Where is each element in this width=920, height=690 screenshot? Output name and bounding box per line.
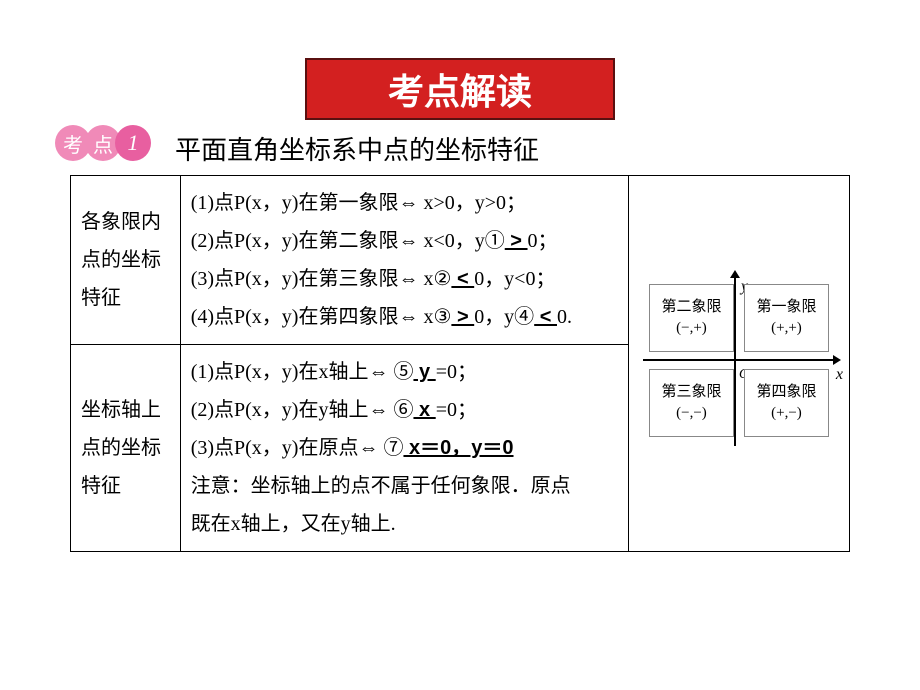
- quad-sign: (+,+): [771, 318, 802, 339]
- quad-sign: (−,−): [676, 403, 707, 424]
- content-line: 注意：坐标轴上的点不属于任何象限．原点: [191, 467, 618, 505]
- answer-blank: x＝0，y＝0: [403, 437, 513, 459]
- title-text: 考点解读: [388, 63, 532, 115]
- x-axis: [643, 359, 835, 361]
- text-pre: (3)点P(x，y)在第三象限⇔ x②: [191, 268, 452, 290]
- quad-sign: (−,+): [676, 318, 707, 339]
- text-post: =0；: [436, 361, 477, 383]
- content-line: (1)点P(x，y)在第一象限⇔ x>0，y>0；: [191, 184, 618, 222]
- row1-content: (1)点P(x，y)在第一象限⇔ x>0，y>0； (2)点P(x，y)在第二象…: [180, 176, 628, 345]
- badge-number: 1: [115, 125, 151, 161]
- answer-blank: y: [413, 361, 435, 383]
- answer-blank: <: [451, 268, 474, 290]
- quad-name: 第三象限: [661, 382, 721, 403]
- content-line: (3)点P(x，y)在第三象限⇔ x② < 0，y<0；: [191, 260, 618, 298]
- quadrant-diagram: y x O 第二象限 (−,+) 第一象限 (+,+) 第三象限 (−,−) 第…: [639, 274, 839, 454]
- text-pre: (2)点P(x，y)在第二象限⇔ x<0，y①: [191, 230, 505, 252]
- text-pre: (2)点P(x，y)在y轴上⇔ ⑥: [191, 399, 414, 421]
- y-axis: [734, 276, 736, 446]
- text-post: =0；: [436, 399, 477, 421]
- content-line: (2)点P(x，y)在y轴上⇔ ⑥ x =0；: [191, 391, 618, 429]
- quadrant-4: 第四象限 (+,−): [744, 369, 829, 437]
- text-post: 0，y<0；: [474, 268, 555, 290]
- quad-name: 第一象限: [756, 297, 816, 318]
- content-line: 既在x轴上，又在y轴上.: [191, 505, 618, 543]
- quad-sign: (+,−): [771, 403, 802, 424]
- quadrant-2: 第二象限 (−,+): [649, 284, 734, 352]
- section-subtitle: 平面直角坐标系中点的坐标特征: [175, 130, 539, 167]
- answer-blank: >: [451, 306, 474, 328]
- text-pre: (3)点P(x，y)在原点⇔ ⑦: [191, 437, 404, 459]
- text-post: 0.: [557, 306, 572, 328]
- quadrant-1: 第一象限 (+,+): [744, 284, 829, 352]
- quad-name: 第二象限: [661, 297, 721, 318]
- content-line: (2)点P(x，y)在第二象限⇔ x<0，y① > 0；: [191, 222, 618, 260]
- content-line: (3)点P(x，y)在原点⇔ ⑦ x＝0，y＝0: [191, 429, 618, 467]
- x-axis-label: x: [836, 360, 843, 390]
- answer-blank: x: [413, 399, 435, 421]
- quad-name: 第四象限: [756, 382, 816, 403]
- text-post: 0；: [528, 230, 558, 252]
- table-row: 各象限内点的坐标特征 (1)点P(x，y)在第一象限⇔ x>0，y>0； (2)…: [71, 176, 850, 345]
- diagram-cell: y x O 第二象限 (−,+) 第一象限 (+,+) 第三象限 (−,−) 第…: [628, 176, 849, 552]
- answer-blank: <: [534, 306, 557, 328]
- content-table: 各象限内点的坐标特征 (1)点P(x，y)在第一象限⇔ x>0，y>0； (2)…: [70, 175, 850, 552]
- title-banner: 考点解读: [305, 58, 615, 120]
- content-line: (4)点P(x，y)在第四象限⇔ x③ > 0，y④ < 0.: [191, 298, 618, 336]
- text-pre: (1)点P(x，y)在x轴上⇔ ⑤: [191, 361, 414, 383]
- row2-content: (1)点P(x，y)在x轴上⇔ ⑤ y =0； (2)点P(x，y)在y轴上⇔ …: [180, 345, 628, 552]
- row2-label: 坐标轴上点的坐标特征: [71, 345, 181, 552]
- section-badge: 考 点 1: [55, 125, 151, 161]
- quadrant-3: 第三象限 (−,−): [649, 369, 734, 437]
- answer-blank: >: [505, 230, 528, 252]
- content-line: (1)点P(x，y)在x轴上⇔ ⑤ y =0；: [191, 353, 618, 391]
- row1-label: 各象限内点的坐标特征: [71, 176, 181, 345]
- text-mid: 0，y④: [474, 306, 534, 328]
- text-pre: (4)点P(x，y)在第四象限⇔ x③: [191, 306, 452, 328]
